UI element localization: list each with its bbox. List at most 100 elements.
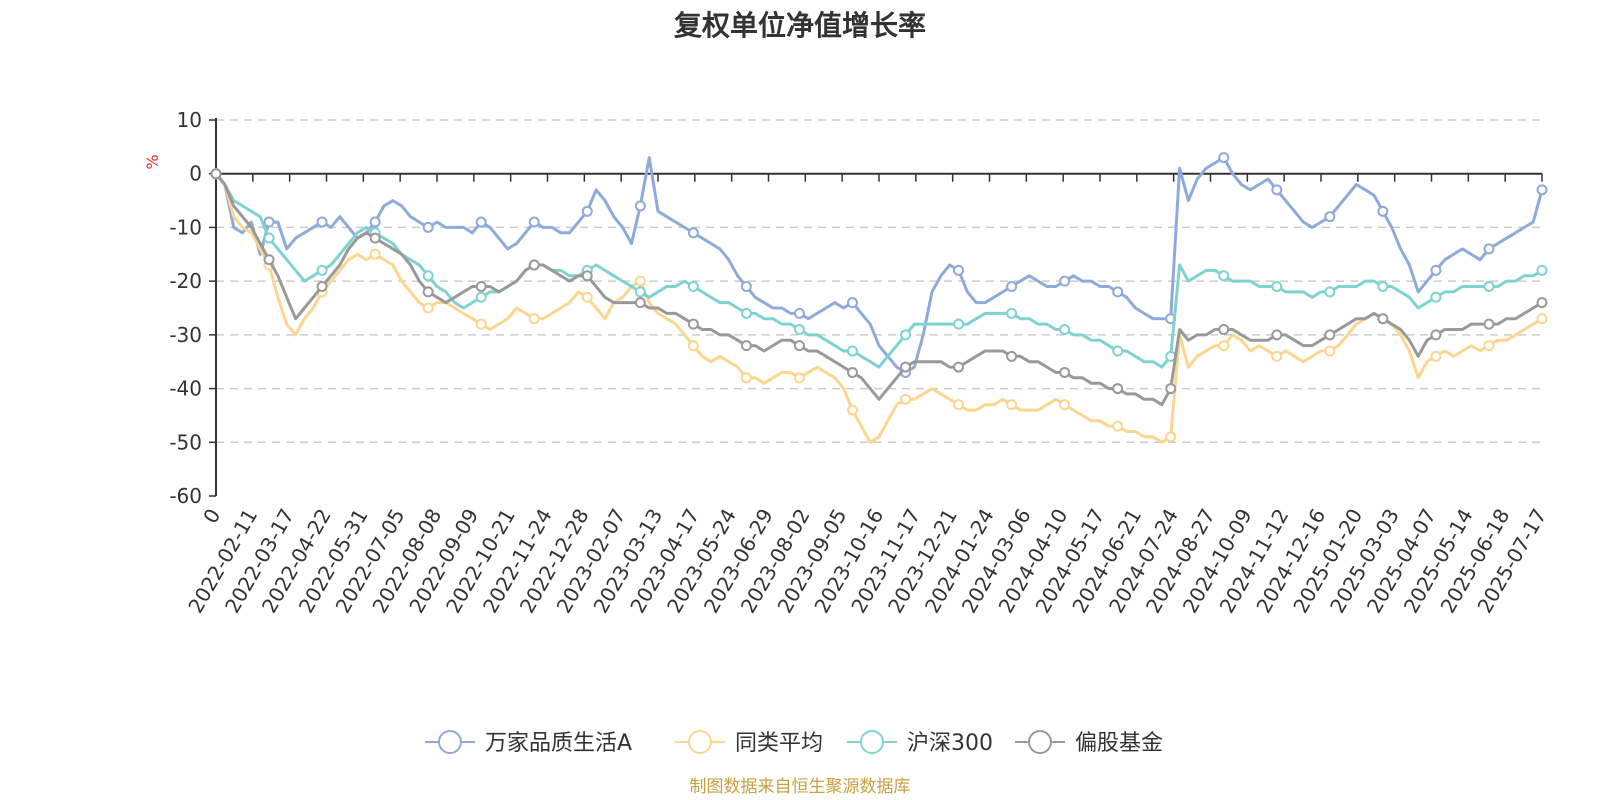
data-point [263,232,275,244]
data-point [687,318,699,330]
data-point [369,232,381,244]
data-point [1377,313,1389,325]
data-point [475,216,487,228]
data-point [528,216,540,228]
data-point [1324,211,1336,223]
data-point [1059,323,1071,335]
series-1 [210,168,1548,444]
data-point [316,281,328,293]
data-point [1218,323,1230,335]
data-point [1536,264,1548,276]
legend-item[interactable]: 万家品质生活A [425,730,632,756]
data-point [740,281,752,293]
data-point [1006,350,1018,362]
legend[interactable]: 万家品质生活A 同类平均 沪深300 偏股基金 [425,730,1163,756]
legend-marker [1028,730,1052,754]
legend-marker [438,730,462,754]
data-point [581,291,593,303]
data-point [687,227,699,239]
data-point [900,361,912,373]
y-tick-label: -20 [169,269,202,293]
data-point [634,297,646,309]
data-point [316,216,328,228]
data-point [846,297,858,309]
data-point [634,286,646,298]
data-point [1112,345,1124,357]
chart-title: 复权单位净值增长率 [673,9,926,42]
data-point [953,399,965,411]
data-point [793,372,805,384]
data-point [793,323,805,335]
data-point [475,281,487,293]
chart-source-note: 制图数据来自恒生聚源数据库 [689,777,911,797]
data-point [528,259,540,271]
data-point [1165,431,1177,443]
legend-marker [860,730,884,754]
data-point [369,248,381,260]
y-tick-label: 10 [177,108,202,132]
data-point [581,270,593,282]
series-line [214,156,1544,374]
y-tick-label: -30 [169,323,202,347]
data-point [1218,152,1230,164]
data-point [1059,366,1071,378]
data-point [740,372,752,384]
legend-label: 偏股基金 [1075,731,1163,756]
data-point [1271,350,1283,362]
data-point [475,291,487,303]
y-tick-label: -60 [169,484,202,508]
series-line [214,172,1543,444]
data-point [263,254,275,266]
data-point [1271,281,1283,293]
data-point [1218,340,1230,352]
legend-item[interactable]: 偏股基金 [1015,730,1163,756]
data-point [1483,340,1495,352]
data-point [422,221,434,233]
series-line [214,172,1543,369]
y-tick-label: -10 [169,215,202,239]
y-unit-label: % [143,154,162,169]
legend-label: 同类平均 [735,731,823,756]
data-point [1536,313,1548,325]
data-point [316,264,328,276]
data-point [422,270,434,282]
data-point [1059,275,1071,287]
data-point [846,366,858,378]
data-point [1006,307,1018,319]
data-point [210,168,222,180]
data-point [740,340,752,352]
data-point [1536,297,1548,309]
data-point [846,345,858,357]
data-point [793,307,805,319]
data-point [1324,329,1336,341]
data-point [1483,243,1495,255]
data-point [953,264,965,276]
data-point [1483,318,1495,330]
data-point [1165,383,1177,395]
legend-item[interactable]: 沪深300 [847,730,993,756]
data-point [953,361,965,373]
data-point [687,340,699,352]
data-point [1112,383,1124,395]
data-point [422,286,434,298]
data-point [793,340,805,352]
data-point [1536,184,1548,196]
data-point [953,318,965,330]
data-point [1430,350,1442,362]
data-point [1112,286,1124,298]
data-point [846,404,858,416]
series-3 [210,168,1548,407]
data-point [1430,264,1442,276]
data-point [1483,281,1495,293]
grid-lines [216,119,1542,444]
data-point [1006,281,1018,293]
y-tick-label: -50 [169,430,202,454]
data-point [369,216,381,228]
legend-label: 沪深300 [907,731,993,756]
data-point [1059,399,1071,411]
axes: 100-10-20-30-40-50-60%02022-02-112022-03… [143,108,1551,617]
data-point [1112,420,1124,432]
data-point [581,205,593,217]
data-point [1430,329,1442,341]
legend-item[interactable]: 同类平均 [675,730,823,756]
